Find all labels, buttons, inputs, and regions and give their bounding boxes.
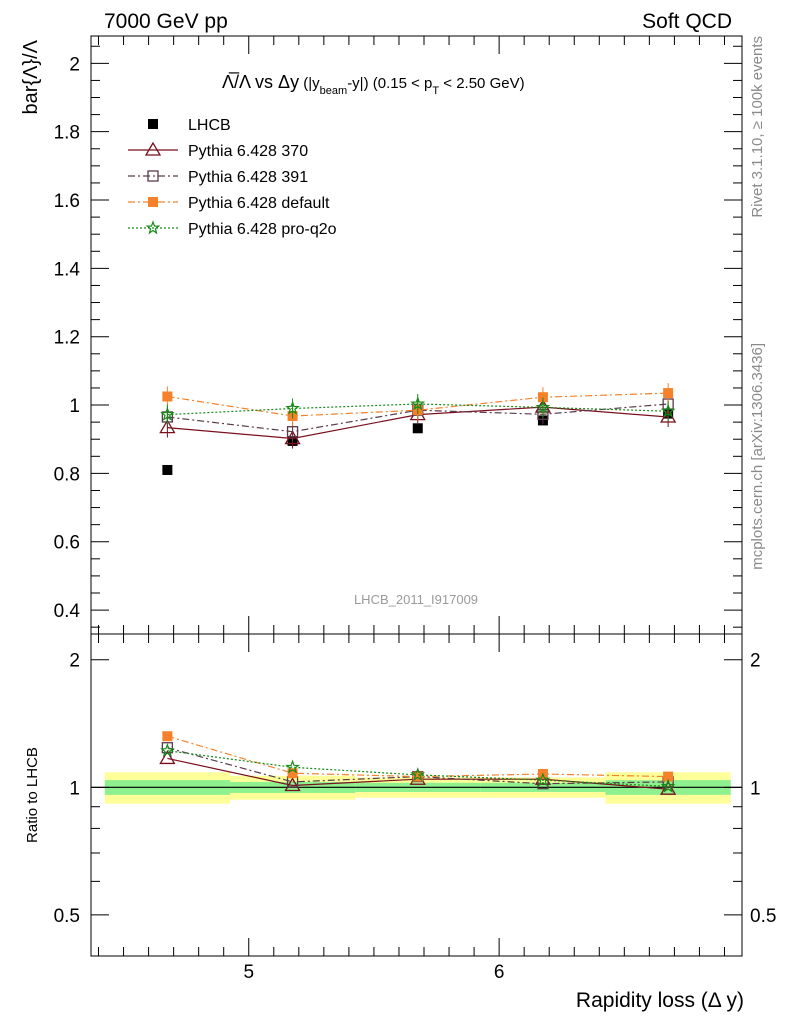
- ratio-series-marker: [535, 772, 551, 787]
- legend-entry-label: Pythia 6.428 391: [188, 169, 308, 186]
- main-series-marker: [663, 388, 674, 399]
- title-lead: Λ̅/Λ vs Δy: [222, 72, 299, 92]
- ratio-y-tick-label-right: 2: [750, 651, 761, 672]
- ratio-y-tick-label-left: 1: [69, 778, 80, 799]
- legend-entry-label: Pythia 6.428 pro-q2o: [188, 221, 337, 238]
- ratio-y-tick-label-left: 0.5: [54, 906, 80, 927]
- axis-layer: 0.4 0.6 0.8 1 1.2 1.4 1.6 1.8 2 0.5 0.5 1 1 2 2 5 6: [54, 36, 776, 983]
- main-series-marker: [285, 400, 300, 415]
- x-tick-label: 6: [494, 962, 505, 983]
- main-series-marker: [660, 403, 676, 418]
- legend-entry-label: LHCB: [188, 117, 231, 134]
- main-y-tick-label: 1.8: [54, 123, 80, 144]
- title-pt-sub: T: [432, 85, 439, 97]
- ratio-series-marker: [160, 742, 175, 758]
- legend-entry-label: Pythia 6.428 370: [188, 143, 308, 160]
- main-series-marker: [535, 399, 551, 414]
- main-y-tick-label: 1: [69, 396, 80, 417]
- analysis-watermark: LHCB_2011_I917009: [354, 592, 478, 607]
- title-paren-open: (|y: [299, 75, 320, 92]
- main-y-tick-label: 1.4: [54, 259, 81, 280]
- main-y-axis-label: bar{Λ}/Λ: [20, 39, 42, 114]
- x-tick-label: 5: [243, 962, 254, 983]
- ratio-series-marker: [412, 771, 423, 782]
- main-series-line: [167, 403, 669, 433]
- mcplots-reference-label: mcplots.cern.ch [arXiv:1306.3436]: [749, 343, 766, 570]
- ratio-y-tick-label-right: 1: [750, 778, 761, 799]
- plot-title: Λ̅/Λ vs Δy (|ybeam-y|) (0.15 < pT < 2.50…: [222, 72, 525, 97]
- legend: LHCB Pythia 6.428 370 Pythia 6.428 391 Pyth…: [128, 117, 337, 238]
- ratio-series-marker: [284, 777, 301, 792]
- ratio-y-tick-label-left: 2: [69, 651, 80, 672]
- legend-marker: [148, 197, 158, 207]
- header-right: Soft QCD: [642, 10, 732, 33]
- rivet-version-label: Rivet 3.1.10, ≥ 100k events: [749, 36, 766, 218]
- main-series-marker: [286, 426, 299, 438]
- main-y-tick-label: 1.2: [54, 328, 80, 349]
- main-series-marker: [159, 419, 176, 434]
- ratio-series-marker: [287, 768, 298, 779]
- main-series-layer: [159, 383, 677, 475]
- main-y-tick-label: 2: [69, 54, 80, 75]
- legend-marker: [147, 170, 159, 182]
- main-y-tick-label: 0.6: [54, 533, 80, 554]
- ratio-y-tick-label-right: 0.5: [750, 906, 776, 927]
- legend-marker: [145, 220, 161, 235]
- header-left: 7000 GeV pp: [104, 10, 228, 33]
- ratio-frame: [90, 633, 743, 957]
- main-y-tick-label: 1.6: [54, 191, 80, 212]
- title-tail: < 2.50 GeV): [439, 75, 524, 92]
- ratio-series-marker: [285, 759, 300, 774]
- ratio-plot-area: [91, 731, 742, 804]
- main-series-line: [167, 403, 669, 416]
- main-series-marker: [162, 391, 173, 402]
- ratio-series-marker: [660, 780, 677, 795]
- ratio-series-marker: [162, 731, 173, 742]
- legend-marker: [144, 141, 162, 156]
- legend-marker: [148, 119, 158, 129]
- main-series-marker: [537, 392, 548, 403]
- main-series-marker: [160, 406, 175, 421]
- x-axis-label: Rapidity loss (Δ y): [576, 989, 744, 1012]
- main-series-marker: [284, 430, 301, 445]
- ratio-series-marker: [663, 771, 674, 782]
- ratio-y-axis-label: Ratio to LHCB: [24, 747, 41, 843]
- main-y-tick-label: 0.4: [54, 601, 81, 622]
- title-mid: -y|) (0.15 < p: [347, 75, 432, 92]
- ratio-series-marker: [159, 750, 176, 765]
- main-series-marker: [412, 423, 423, 434]
- ratio-series-marker: [660, 778, 676, 793]
- ratio-series-marker: [410, 767, 426, 782]
- main-series-marker: [162, 464, 173, 475]
- main-series-marker: [410, 396, 426, 411]
- main-y-tick-label: 0.8: [54, 464, 80, 485]
- ratio-series-line: [167, 750, 669, 787]
- legend-entry-label: Pythia 6.428 default: [188, 195, 330, 212]
- title-beam-sub: beam: [320, 85, 348, 97]
